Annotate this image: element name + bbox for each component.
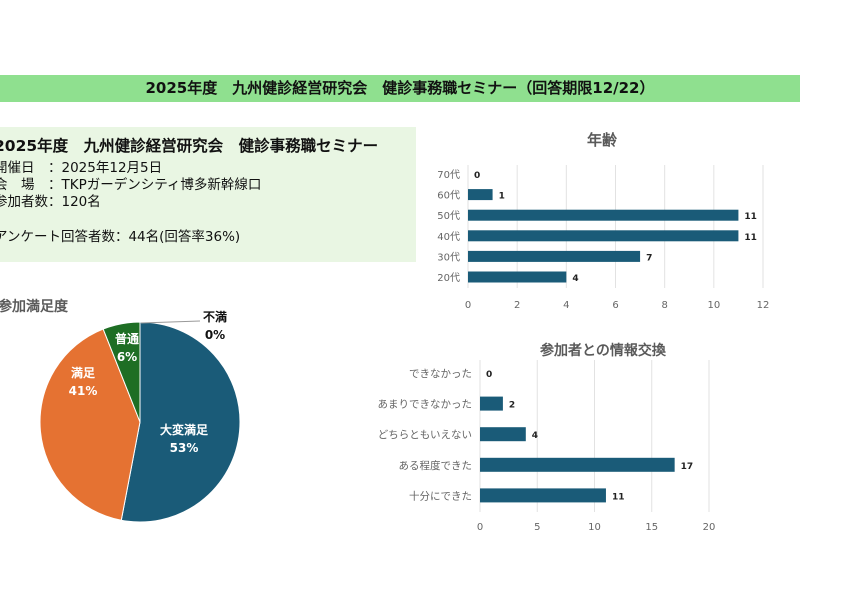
bar-4 [468, 250, 641, 262]
bar-3 [480, 457, 675, 472]
y-category-label-4: 30代 [437, 251, 460, 263]
pie-label-1: 満足 [71, 365, 95, 380]
participant-count: 参加者数：120名 [0, 194, 101, 210]
y-category-label-1: 60代 [437, 190, 460, 202]
y-category-label-0: できなかった [409, 368, 472, 380]
y-category-label-3: 40代 [437, 231, 460, 243]
bar-value-label-0: 0 [486, 370, 492, 380]
bar-value-label-0: 0 [474, 171, 480, 181]
x-tick-label-3: 15 [645, 522, 658, 533]
pie-value-label-1: 41% [69, 384, 98, 398]
x-tick-label-2: 4 [563, 300, 569, 311]
x-tick-label-5: 10 [707, 300, 720, 311]
event-venue: 会 場 ：TKPガーデンシティ博多新幹線口 [0, 177, 262, 193]
pie-label-0: 大変満足 [160, 422, 208, 437]
pie-slice-0 [120, 321, 241, 523]
y-category-label-1: あまりできなかった [378, 399, 473, 411]
exchange-chart-title: 参加者との情報交換 [540, 343, 666, 359]
y-category-label-0: 70代 [437, 169, 460, 181]
satisfaction-chart-title: 参加満足度 [0, 299, 68, 315]
event-date: 開催日 ：2025年12月5日 [0, 160, 163, 176]
bar-value-label-1: 2 [509, 401, 515, 411]
event-info-box [0, 127, 416, 262]
event-title: 2025年度 九州健診経営研究会 健診事務職セミナー [0, 137, 379, 155]
x-tick-label-4: 8 [661, 300, 667, 311]
age-chart-title: 年齢 [587, 131, 618, 149]
pie-value-label-3: 0% [205, 328, 225, 342]
bar-4 [480, 488, 606, 503]
bar-3 [468, 230, 739, 242]
bar-5 [468, 271, 567, 283]
x-tick-label-6: 12 [757, 300, 770, 311]
pie-leader-line [140, 320, 201, 324]
pie-slice-1 [39, 328, 141, 521]
bar-value-label-1: 1 [499, 192, 505, 202]
respondent-count: アンケート回答者数：44名(回答率36%) [0, 229, 241, 245]
pie-slice-2 [102, 321, 141, 423]
bar-value-label-3: 17 [681, 462, 694, 472]
bar-value-label-4: 7 [646, 253, 652, 263]
bar-value-label-3: 11 [744, 233, 757, 243]
x-tick-label-1: 5 [534, 522, 540, 533]
pie-value-label-2: 6% [117, 350, 137, 364]
pie-label-2: 普通 [115, 331, 139, 346]
pie-value-label-0: 53% [170, 441, 199, 455]
x-tick-label-3: 6 [612, 300, 618, 311]
y-category-label-4: 十分にできた [409, 489, 472, 502]
bar-value-label-2: 11 [744, 212, 757, 222]
y-category-label-2: どちらともいえない [378, 429, 472, 441]
x-tick-label-4: 20 [703, 522, 716, 533]
y-category-label-5: 20代 [437, 272, 460, 284]
bar-1 [480, 396, 503, 411]
bar-2 [468, 209, 739, 221]
y-category-label-2: 50代 [437, 210, 460, 222]
bar-value-label-4: 11 [612, 492, 625, 502]
bar-2 [480, 427, 526, 442]
pie-label-3: 不満 [203, 309, 227, 324]
x-tick-label-0: 0 [465, 300, 471, 311]
bar-value-label-2: 4 [532, 431, 538, 441]
x-tick-label-0: 0 [477, 522, 483, 533]
y-category-label-3: ある程度できた [399, 459, 473, 472]
survey-banner: 2025年度 九州健診経営研究会 健診事務職セミナー（回答期限12/22） [0, 75, 800, 102]
x-tick-label-2: 10 [588, 522, 601, 533]
x-tick-label-1: 2 [514, 300, 520, 311]
bar-value-label-5: 4 [572, 274, 578, 284]
bar-1 [468, 189, 493, 201]
